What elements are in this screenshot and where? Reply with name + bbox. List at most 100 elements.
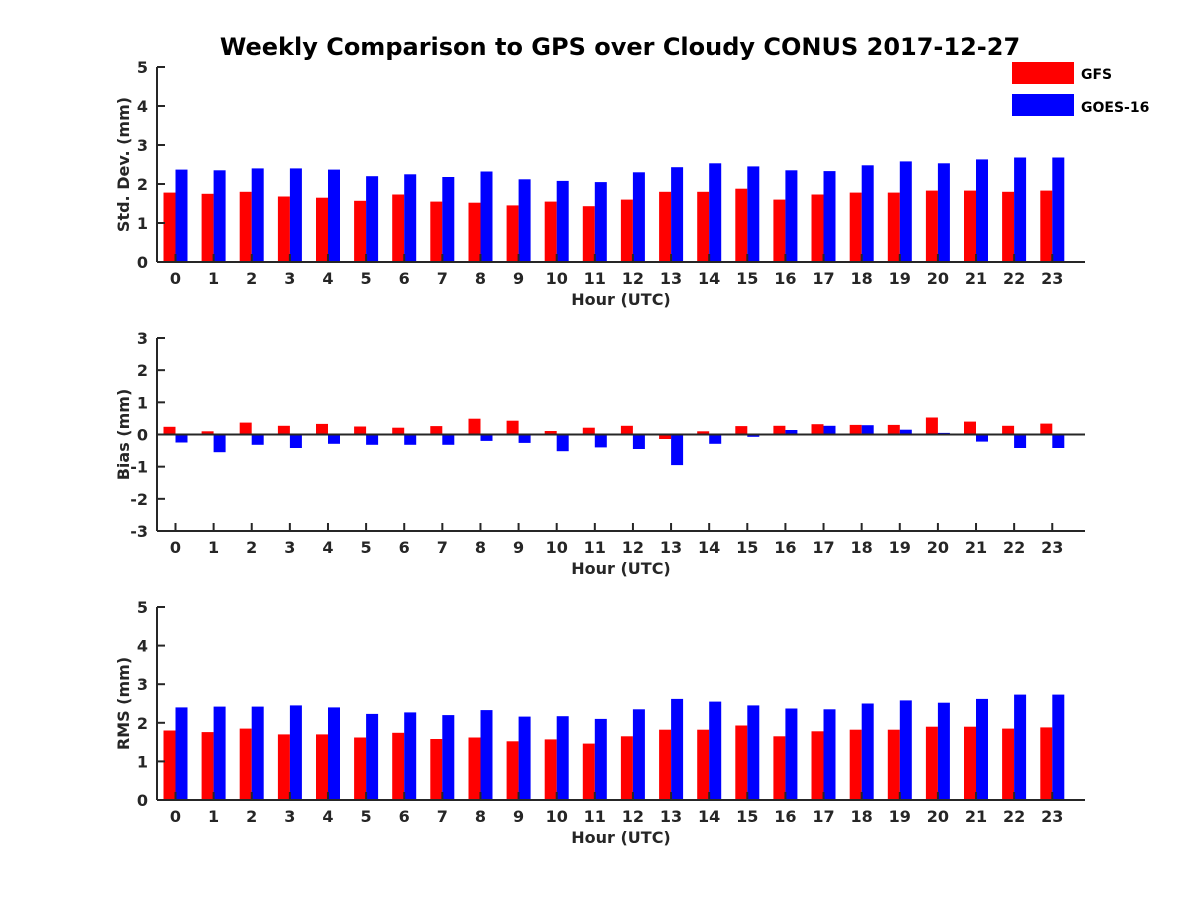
bar-gfs-hour-21: [964, 726, 976, 800]
bar-goes16-hour-17: [823, 709, 836, 800]
bar-goes16-hour-14: [709, 434, 722, 444]
bar-gfs-hour-8: [468, 737, 481, 800]
x-tick-label: 11: [584, 538, 606, 557]
bar-gfs-hour-7: [430, 426, 443, 435]
bar-gfs-hour-5: [354, 426, 367, 435]
bar-gfs-hour-6: [392, 427, 405, 435]
bar-goes16-hour-10: [556, 434, 569, 452]
x-tick-label: 0: [170, 538, 181, 557]
bar-goes16-hour-23: [1052, 434, 1065, 448]
chart-title: Weekly Comparison to GPS over Cloudy CON…: [220, 33, 1020, 61]
bar-gfs-hour-19: [887, 729, 900, 800]
x-tick-label: 14: [698, 269, 720, 288]
bar-goes16-hour-3: [289, 705, 302, 800]
bar-goes16-hour-7: [442, 434, 455, 445]
x-tick-label: 3: [284, 269, 295, 288]
bar-goes16-hour-17: [823, 171, 836, 262]
x-tick-label: 18: [851, 538, 873, 557]
bar-gfs-hour-15: [735, 426, 748, 435]
bar-goes16-hour-19: [899, 700, 912, 800]
bar-goes16-hour-0: [175, 434, 188, 443]
y-tick-label: 1: [137, 393, 148, 412]
y-tick-label: 1: [137, 752, 148, 771]
bar-gfs-hour-9: [506, 205, 519, 262]
bar-gfs-hour-5: [354, 200, 367, 262]
x-tick-label: 10: [546, 538, 568, 557]
bar-goes16-hour-1: [213, 434, 226, 453]
bar-gfs-hour-9: [506, 741, 519, 800]
bar-gfs-hour-23: [1040, 190, 1053, 262]
bar-goes16-hour-22: [1014, 157, 1027, 262]
bar-gfs-hour-15: [735, 725, 748, 800]
bar-gfs-hour-18: [849, 192, 862, 262]
bar-gfs-hour-8: [468, 202, 481, 262]
legend-label-goes16: GOES-16: [1081, 100, 1149, 116]
x-axis-label: Hour (UTC): [571, 290, 671, 309]
bar-goes16-hour-15: [747, 434, 760, 437]
bar-gfs-hour-13: [659, 729, 672, 800]
bar-gfs-hour-4: [316, 197, 328, 262]
bar-goes16-hour-6: [404, 712, 417, 800]
x-tick-label: 1: [208, 538, 219, 557]
x-tick-label: 9: [513, 269, 524, 288]
y-tick-label: 3: [137, 329, 148, 348]
bar-gfs-hour-1: [201, 431, 214, 435]
bar-gfs-hour-10: [544, 201, 557, 262]
x-tick-label: 11: [584, 269, 606, 288]
x-tick-label: 19: [889, 538, 911, 557]
y-axis-label: Std. Dev. (mm): [114, 97, 133, 232]
x-tick-label: 13: [660, 807, 682, 826]
bar-gfs-hour-7: [430, 739, 443, 800]
x-tick-label: 17: [812, 538, 834, 557]
x-tick-label: 0: [170, 807, 181, 826]
bar-gfs-hour-13: [659, 191, 672, 262]
x-tick-label: 22: [1003, 269, 1025, 288]
bar-goes16-hour-5: [366, 713, 379, 800]
x-tick-label: 20: [927, 538, 949, 557]
y-tick-label: -2: [130, 490, 148, 509]
bar-goes16-hour-12: [632, 172, 645, 262]
x-tick-label: 18: [851, 269, 873, 288]
bar-goes16-hour-8: [480, 434, 493, 441]
x-tick-label: 14: [698, 807, 720, 826]
y-tick-label: 0: [137, 791, 148, 810]
bar-gfs-hour-23: [1040, 727, 1053, 800]
x-tick-label: 2: [246, 807, 257, 826]
bar-gfs-hour-15: [735, 188, 748, 262]
y-tick-label: 2: [137, 175, 148, 194]
bar-goes16-hour-14: [709, 701, 722, 800]
bar-goes16-hour-21: [976, 159, 988, 262]
x-tick-label: 22: [1003, 538, 1025, 557]
bar-gfs-hour-5: [354, 737, 367, 800]
bar-gfs-hour-1: [201, 193, 214, 263]
x-tick-label: 16: [774, 807, 796, 826]
bar-goes16-hour-7: [442, 177, 455, 262]
bar-gfs-hour-14: [697, 729, 710, 800]
bar-goes16-hour-9: [518, 179, 531, 262]
x-tick-label: 4: [322, 538, 333, 557]
y-tick-label: 0: [137, 253, 148, 272]
x-tick-label: 2: [246, 269, 257, 288]
bar-goes16-hour-4: [328, 169, 340, 262]
y-tick-label: 5: [137, 598, 148, 617]
bar-gfs-hour-18: [849, 424, 862, 435]
x-tick-label: 3: [284, 538, 295, 557]
y-tick-label: 3: [137, 675, 148, 694]
x-tick-label: 10: [546, 269, 568, 288]
bar-gfs-hour-10: [544, 431, 557, 435]
bar-gfs-hour-6: [392, 732, 405, 800]
bar-goes16-hour-2: [251, 434, 264, 445]
bar-gfs-hour-0: [163, 192, 176, 262]
x-tick-label: 5: [361, 807, 372, 826]
bar-gfs-hour-11: [582, 206, 595, 262]
legend-label-gfs: GFS: [1081, 67, 1112, 83]
bar-gfs-hour-6: [392, 194, 405, 262]
x-tick-label: 18: [851, 807, 873, 826]
x-tick-label: 21: [965, 538, 987, 557]
bar-gfs-hour-18: [849, 729, 862, 800]
bar-goes16-hour-18: [861, 703, 874, 800]
bar-gfs-hour-0: [163, 730, 176, 800]
bar-gfs-hour-23: [1040, 423, 1053, 435]
x-tick-label: 10: [546, 807, 568, 826]
x-tick-label: 13: [660, 269, 682, 288]
